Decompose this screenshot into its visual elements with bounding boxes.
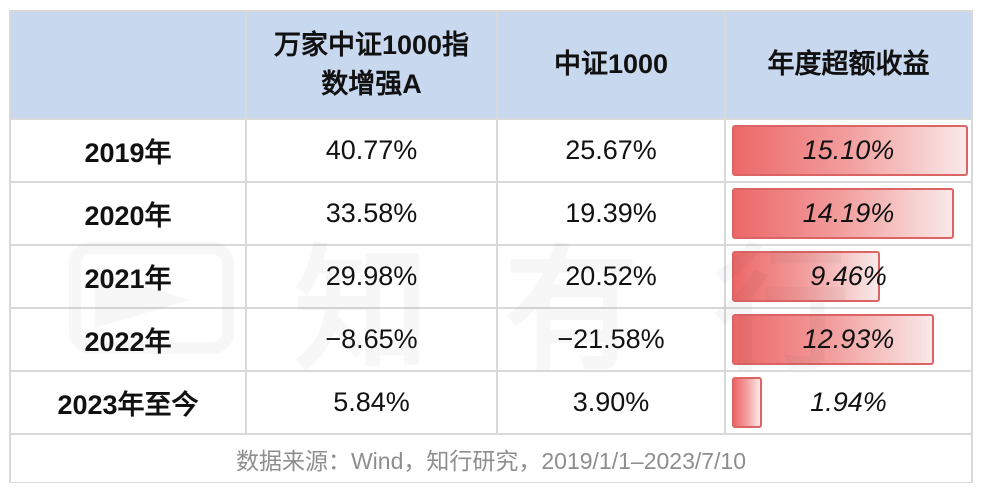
excess-label-2021: 9.46% bbox=[810, 261, 887, 291]
excess-bar-2021 bbox=[732, 251, 880, 302]
fund-return-cell-2022: −8.65% bbox=[247, 309, 496, 370]
index-return-cell-2023ytd: 3.90% bbox=[498, 372, 724, 433]
fund-return-cell-2019: 40.77% bbox=[247, 120, 496, 181]
header-fund-column: 万家中证1000指 数增强A bbox=[247, 12, 496, 118]
header-fund-line2: 数增强A bbox=[321, 69, 422, 99]
header-excess-column: 年度超额收益 bbox=[726, 12, 971, 118]
fund-return-cell-2021: 29.98% bbox=[247, 246, 496, 307]
excess-return-cell-2020: 14.19% bbox=[726, 183, 971, 244]
page: 万家中证1000指 数增强A 中证1000 年度超额收益 2019年 40.77… bbox=[9, 10, 973, 483]
excess-bar-2019 bbox=[732, 125, 968, 176]
excess-return-cell-2021: 9.46% bbox=[726, 246, 971, 307]
index-return-cell-2019: 25.67% bbox=[498, 120, 724, 181]
header-index-column: 中证1000 bbox=[498, 12, 724, 118]
index-return-cell-2022: −21.58% bbox=[498, 309, 724, 370]
fund-return-cell-2020: 33.58% bbox=[247, 183, 496, 244]
excess-label-2023ytd: 1.94% bbox=[810, 387, 887, 417]
index-return-cell-2021: 20.52% bbox=[498, 246, 724, 307]
header-empty-cell bbox=[11, 12, 245, 118]
index-return-cell-2020: 19.39% bbox=[498, 183, 724, 244]
fund-return-cell-2023ytd: 5.84% bbox=[247, 372, 496, 433]
excess-bar-2023ytd bbox=[732, 377, 763, 428]
performance-table: 万家中证1000指 数增强A 中证1000 年度超额收益 2019年 40.77… bbox=[9, 10, 973, 483]
excess-label-2020: 14.19% bbox=[802, 198, 895, 228]
excess-label-2022: 12.93% bbox=[802, 324, 895, 354]
year-cell-2021: 2021年 bbox=[11, 246, 245, 307]
year-cell-2020: 2020年 bbox=[11, 183, 245, 244]
excess-bar-2020 bbox=[732, 188, 954, 239]
source-note: 数据来源：Wind，知行研究，2019/1/1–2023/7/10 bbox=[11, 435, 971, 482]
excess-return-cell-2019: 15.10% bbox=[726, 120, 971, 181]
year-cell-2019: 2019年 bbox=[11, 120, 245, 181]
year-cell-2022: 2022年 bbox=[11, 309, 245, 370]
excess-label-2019: 15.10% bbox=[802, 135, 895, 165]
header-fund-line1: 万家中证1000指 bbox=[273, 29, 470, 60]
excess-bar-2022 bbox=[732, 314, 935, 365]
excess-return-cell-2023ytd: 1.94% bbox=[726, 372, 971, 433]
excess-return-cell-2022: 12.93% bbox=[726, 309, 971, 370]
year-cell-2023ytd: 2023年至今 bbox=[11, 372, 245, 433]
